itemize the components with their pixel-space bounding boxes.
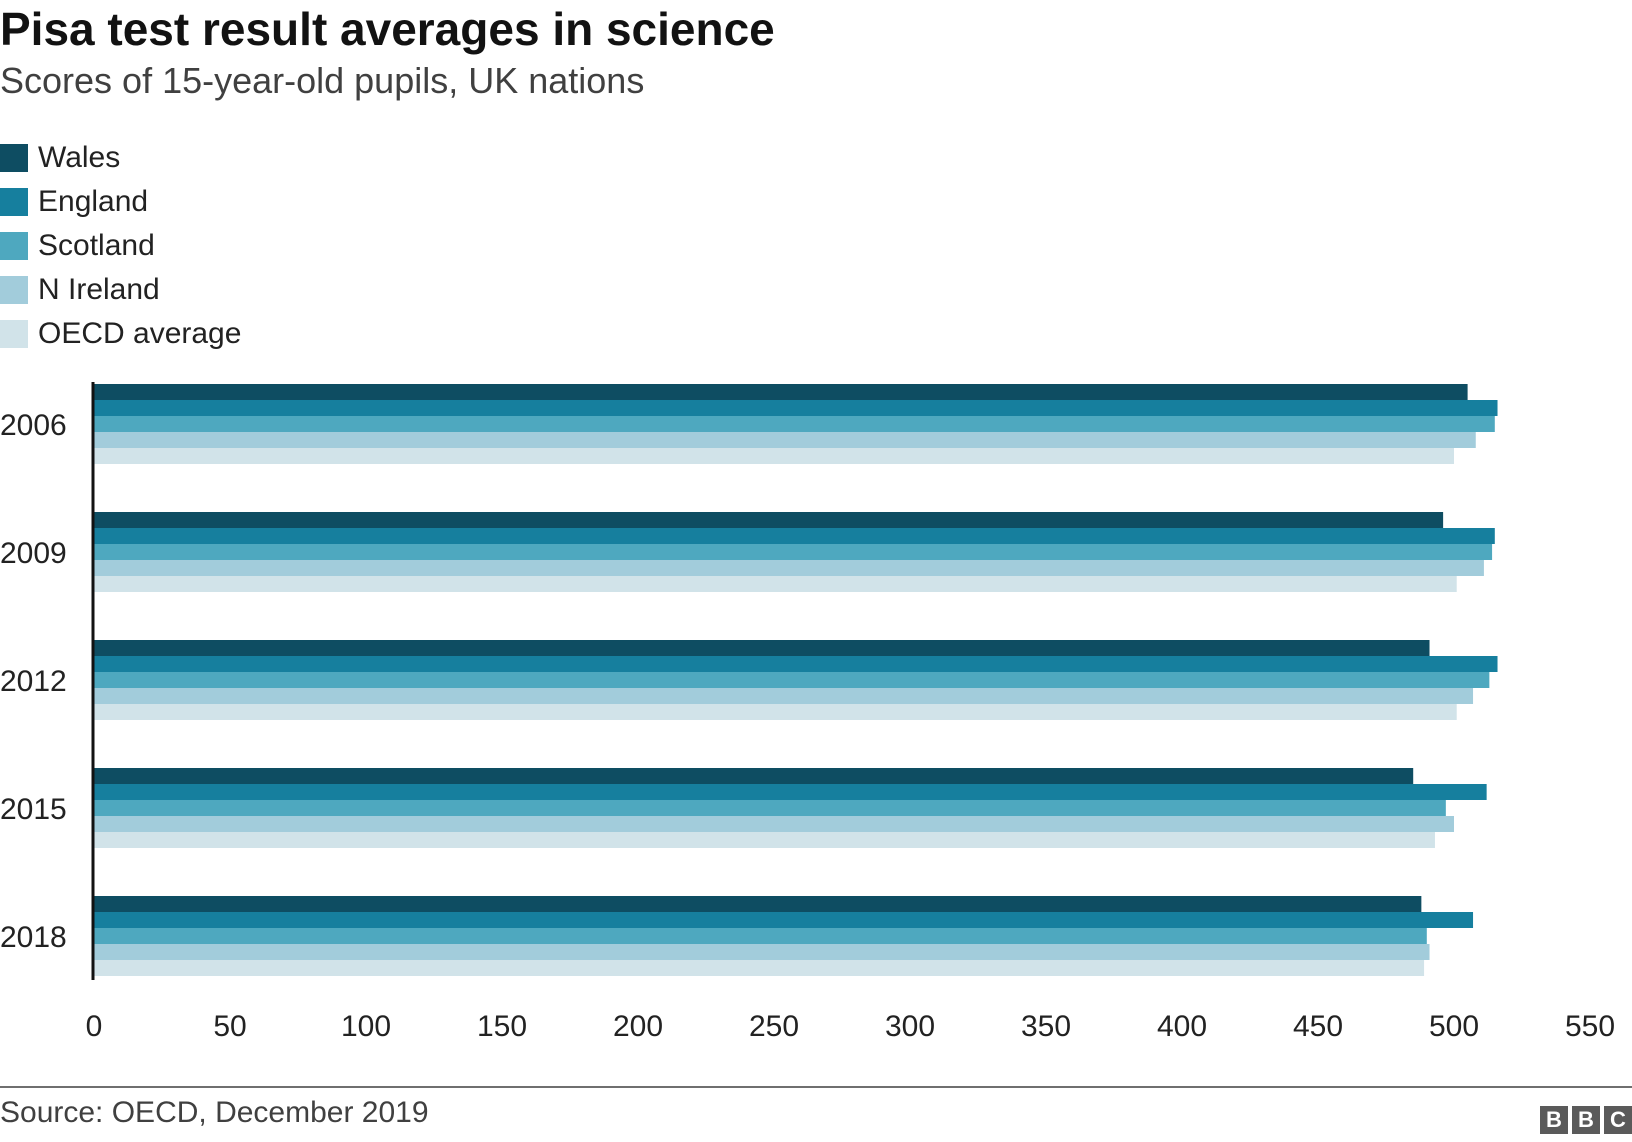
bar-2015-wales: [94, 768, 1414, 784]
chart-title: Pisa test result averages in science: [0, 3, 775, 55]
bbc-logo-letter: B: [1572, 1106, 1600, 1134]
x-tick-label: 300: [885, 1010, 935, 1043]
bar-2012-wales: [94, 640, 1430, 656]
bbc-logo-letter: C: [1604, 1106, 1632, 1134]
x-tick-label: 400: [1157, 1010, 1207, 1043]
legend: Wales England Scotland N Ireland OECD av…: [0, 136, 241, 356]
bar-2006-scotland: [94, 416, 1495, 432]
bar-2018-england: [94, 912, 1474, 928]
bar-2009-n-ireland: [94, 560, 1484, 576]
legend-label-wales: Wales: [38, 141, 121, 174]
legend-item-england: England: [0, 180, 241, 224]
bar-2018-wales: [94, 896, 1422, 912]
footer-divider: [0, 1086, 1632, 1088]
bar-2018-n-ireland: [94, 944, 1430, 960]
legend-label-oecd-average: OECD average: [38, 317, 242, 350]
legend-swatch-wales: [0, 144, 28, 172]
legend-item-n-ireland: N Ireland: [0, 268, 241, 312]
bar-2012-england: [94, 656, 1498, 672]
category-label: 2015: [0, 793, 67, 826]
bar-2009-oecd-average: [94, 576, 1457, 592]
bar-2012-oecd-average: [94, 704, 1457, 720]
bar-2009-wales: [94, 512, 1444, 528]
bar-2018-scotland: [94, 928, 1427, 944]
x-tick-label: 150: [477, 1010, 527, 1043]
bar-2015-scotland: [94, 800, 1446, 816]
bar-2006-wales: [94, 384, 1468, 400]
x-tick-label: 450: [1293, 1010, 1343, 1043]
legend-label-n-ireland: N Ireland: [38, 273, 160, 306]
category-label: 2018: [0, 921, 67, 954]
x-tick-label: 250: [749, 1010, 799, 1043]
legend-label-england: England: [38, 185, 149, 218]
category-label: 2009: [0, 537, 67, 570]
x-tick-label: 500: [1429, 1010, 1479, 1043]
legend-swatch-england: [0, 188, 28, 216]
source-note: Source: OECD, December 2019: [0, 1096, 429, 1129]
x-tick-label: 200: [613, 1010, 663, 1043]
bbc-logo-letter: B: [1540, 1106, 1568, 1134]
bar-2009-scotland: [94, 544, 1493, 560]
bar-2015-n-ireland: [94, 816, 1454, 832]
bar-2012-scotland: [94, 672, 1490, 688]
legend-item-scotland: Scotland: [0, 224, 241, 268]
bar-2009-england: [94, 528, 1495, 544]
x-tick-label: 350: [1021, 1010, 1071, 1043]
legend-label-scotland: Scotland: [38, 229, 155, 262]
bar-2015-oecd-average: [94, 832, 1435, 848]
legend-swatch-n-ireland: [0, 276, 28, 304]
bar-2006-n-ireland: [94, 432, 1476, 448]
bar-2012-n-ireland: [94, 688, 1474, 704]
legend-item-wales: Wales: [0, 136, 241, 180]
bar-2018-oecd-average: [94, 960, 1425, 976]
legend-item-oecd-average: OECD average: [0, 312, 241, 356]
bbc-logo: B B C: [1540, 1106, 1632, 1134]
chart-subtitle: Scores of 15-year-old pupils, UK nations: [0, 60, 645, 101]
legend-swatch-scotland: [0, 232, 28, 260]
category-label: 2006: [0, 409, 67, 442]
legend-swatch-oecd-average: [0, 320, 28, 348]
x-tick-label: 50: [213, 1010, 246, 1043]
category-label: 2012: [0, 665, 67, 698]
bar-2015-england: [94, 784, 1487, 800]
bar-2006-oecd-average: [94, 448, 1454, 464]
x-tick-label: 0: [86, 1010, 103, 1043]
bar-2006-england: [94, 400, 1498, 416]
x-tick-label: 100: [341, 1010, 391, 1043]
x-tick-label: 550: [1565, 1010, 1615, 1043]
